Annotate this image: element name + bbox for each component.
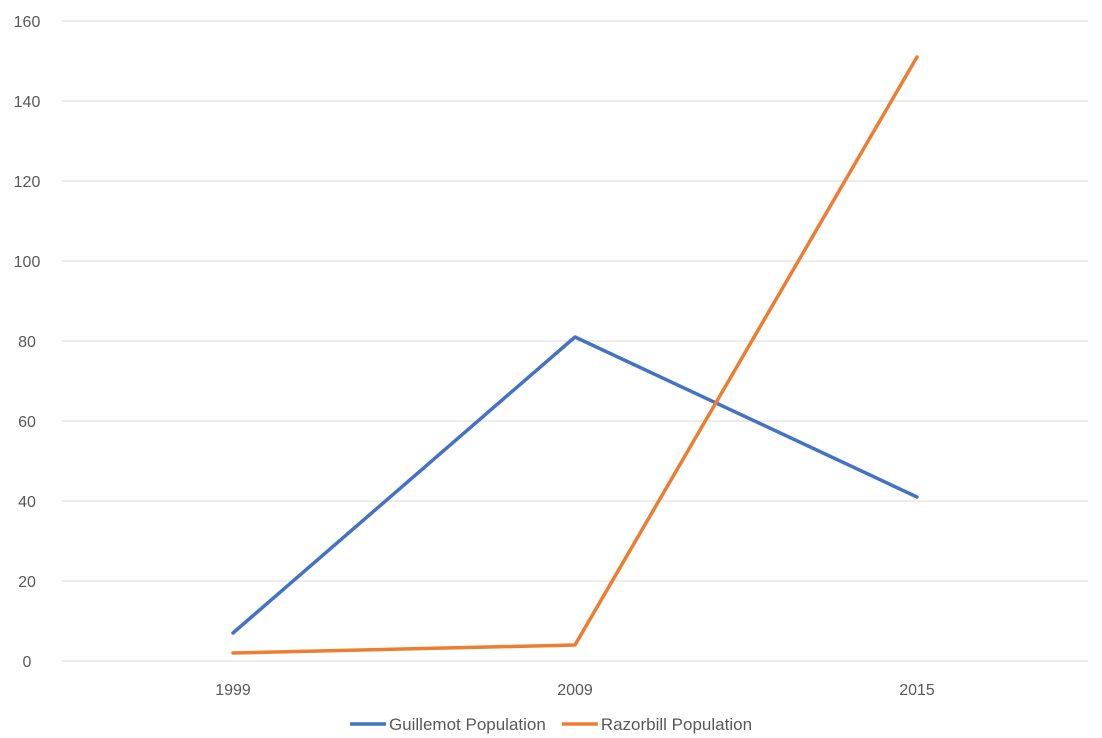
- legend-label: Razorbill Population: [601, 715, 752, 734]
- y-tick-label: 0: [23, 654, 32, 671]
- y-tick-label: 80: [18, 334, 36, 351]
- x-axis-tick-labels: 1999 2009 2015: [215, 682, 935, 699]
- y-tick-label: 40: [18, 494, 36, 511]
- series-line-2: [231, 55, 919, 655]
- y-tick-label: 120: [14, 174, 41, 191]
- y-tick-label: 160: [14, 14, 41, 31]
- y-tick-label: 140: [14, 94, 41, 111]
- y-tick-label: 20: [18, 574, 36, 591]
- x-tick-label: 2015: [899, 682, 935, 699]
- legend: Guillemot Population Razorbill Population: [349, 715, 752, 734]
- x-tick-label: 1999: [215, 682, 251, 699]
- y-axis-tick-labels: 0 20 40 60 80 100 120 140 160: [14, 14, 41, 671]
- y-tick-label: 100: [14, 254, 41, 271]
- x-tick-label: 2009: [557, 682, 593, 699]
- series-lines: [231, 55, 919, 655]
- legend-label: Guillemot Population: [389, 715, 546, 734]
- series-line-1: [231, 335, 919, 635]
- gridlines: [62, 20, 1088, 662]
- y-tick-label: 60: [18, 414, 36, 431]
